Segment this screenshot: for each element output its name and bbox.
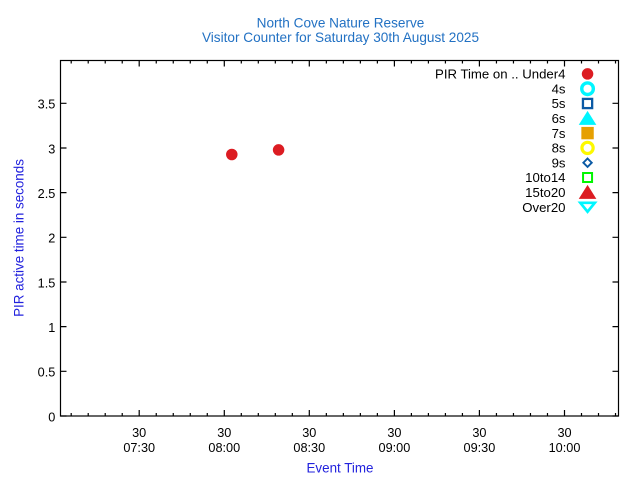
svg-text:5s: 5s [552, 96, 566, 111]
svg-text:6s: 6s [552, 111, 566, 126]
svg-text:1: 1 [48, 321, 55, 335]
svg-text:PIR active time in seconds: PIR active time in seconds [11, 159, 26, 317]
svg-text:9s: 9s [552, 155, 566, 170]
svg-text:30: 30 [472, 426, 486, 440]
svg-text:09:00: 09:00 [379, 441, 411, 455]
svg-text:30: 30 [387, 426, 401, 440]
svg-text:4s: 4s [552, 81, 566, 96]
svg-text:3.5: 3.5 [38, 98, 56, 112]
svg-text:North Cove Nature Reserve: North Cove Nature Reserve [257, 16, 425, 31]
svg-text:Visitor Counter for Saturday 3: Visitor Counter for Saturday 30th August… [202, 30, 479, 45]
svg-text:30: 30 [557, 426, 571, 440]
svg-text:Over20: Over20 [522, 200, 565, 215]
svg-text:0.5: 0.5 [38, 366, 56, 380]
svg-text:0: 0 [48, 410, 55, 424]
svg-text:30: 30 [302, 426, 316, 440]
svg-text:08:30: 08:30 [293, 441, 325, 455]
svg-text:30: 30 [217, 426, 231, 440]
svg-text:1.5: 1.5 [38, 276, 56, 290]
svg-text:PIR Time on .. Under4: PIR Time on .. Under4 [435, 67, 565, 82]
svg-text:2.5: 2.5 [38, 187, 56, 201]
svg-text:15to20: 15to20 [525, 185, 565, 200]
svg-text:2: 2 [48, 232, 55, 246]
svg-text:7s: 7s [552, 126, 566, 141]
svg-text:Event Time: Event Time [307, 461, 374, 476]
svg-text:07:30: 07:30 [123, 441, 155, 455]
svg-text:10to14: 10to14 [525, 170, 565, 185]
svg-text:09:30: 09:30 [464, 441, 496, 455]
svg-text:10:00: 10:00 [549, 441, 581, 455]
svg-text:8s: 8s [552, 141, 566, 156]
svg-text:3: 3 [48, 142, 55, 156]
svg-text:08:00: 08:00 [208, 441, 240, 455]
svg-text:30: 30 [132, 426, 146, 440]
